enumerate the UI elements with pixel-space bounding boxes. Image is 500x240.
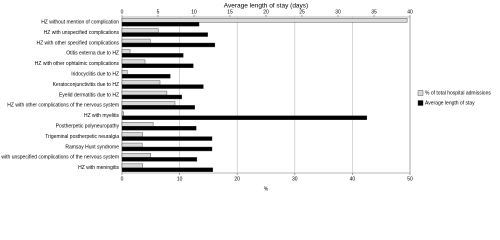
- bar: [121, 157, 198, 162]
- bar: [121, 132, 143, 137]
- y-tick-label: HZ with meningitis: [78, 165, 119, 171]
- bar: [121, 38, 151, 44]
- legend-swatch: [417, 100, 424, 106]
- bar: [121, 49, 131, 54]
- x2-tick-label: 10: [191, 9, 197, 15]
- chart: Average length of stay (days) % 0 10 20 30 4…: [0, 3, 491, 193]
- bar: [121, 146, 213, 152]
- bar: [121, 163, 143, 169]
- bar: [121, 84, 204, 89]
- bar: [121, 22, 200, 27]
- y-tick-label: Iridocyclitis due to HZ: [71, 72, 119, 78]
- x-axis-label: %: [264, 186, 269, 192]
- x-tick-label: 30: [292, 176, 298, 182]
- bar: [121, 28, 159, 33]
- y-tick-label: Otitis externa due to HZ: [66, 51, 119, 57]
- x2-tick-label: 35: [371, 9, 377, 15]
- x2-tick-label: 15: [227, 9, 233, 15]
- bar: [121, 94, 182, 100]
- bar: [121, 59, 146, 64]
- x-tick-label: 40: [350, 176, 356, 182]
- bar: [121, 42, 216, 48]
- bar: [121, 18, 408, 23]
- bar: [121, 70, 128, 75]
- legend-label: % of total hospital admissions: [425, 90, 491, 96]
- bar: [121, 73, 171, 79]
- y-tick-label: Trigeminal postherpetic neuralgia: [45, 134, 119, 140]
- y-tick-label: HZ with unspecified complications: [44, 30, 120, 36]
- bar: [121, 53, 184, 58]
- bar: [121, 125, 197, 131]
- legend-swatch: [417, 90, 424, 96]
- bar: [121, 105, 195, 110]
- bar: [121, 32, 208, 37]
- y-tick-label: Eyelid dermatitis due to HZ: [59, 92, 119, 98]
- bar: [121, 80, 161, 85]
- x-tick-label: 0: [121, 176, 124, 182]
- x-tick-label: 20: [234, 176, 240, 182]
- y-tick-label: HZ with other ophtalmic complications: [35, 61, 120, 67]
- y-tick-label: Keratoconjunctivitis due to HZ: [53, 82, 119, 88]
- x2-tick-label: 5: [157, 9, 160, 15]
- x2-tick-label: 30: [335, 9, 341, 15]
- bar: [121, 111, 124, 116]
- bar: [121, 167, 213, 172]
- bar: [121, 90, 168, 96]
- y-tick-label: HZ with other specified complications: [36, 40, 119, 46]
- x2-tick-label: 40: [407, 9, 413, 15]
- bar: [121, 101, 176, 106]
- x-tick-label: 10: [177, 176, 183, 182]
- bar: [121, 63, 194, 68]
- bar: [121, 122, 154, 127]
- y-tick-label: HZ with unspecified complications of the…: [0, 155, 119, 161]
- y-tick-label: HZ with myelitis: [84, 113, 120, 119]
- chart-title: Average length of stay (days): [224, 3, 308, 10]
- bar: [121, 115, 368, 120]
- bar: [121, 142, 143, 148]
- x2-tick-label: 20: [263, 9, 269, 15]
- x2-tick-label: 25: [299, 9, 305, 15]
- legend-label: Average length of stay: [425, 100, 475, 106]
- bar: [121, 153, 151, 158]
- bar: [121, 136, 213, 141]
- y-tick-label: Ramsay Hunt syndrome: [65, 144, 119, 150]
- y-tick-label: HZ with other complications of the nervo…: [7, 103, 119, 109]
- y-tick-label: Postherpetic polyneuropathy: [56, 124, 120, 130]
- y-tick-label: HZ without mention of complication: [41, 20, 119, 26]
- x2-tick-label: 0: [121, 9, 124, 15]
- x-tick-label: 50: [407, 176, 413, 182]
